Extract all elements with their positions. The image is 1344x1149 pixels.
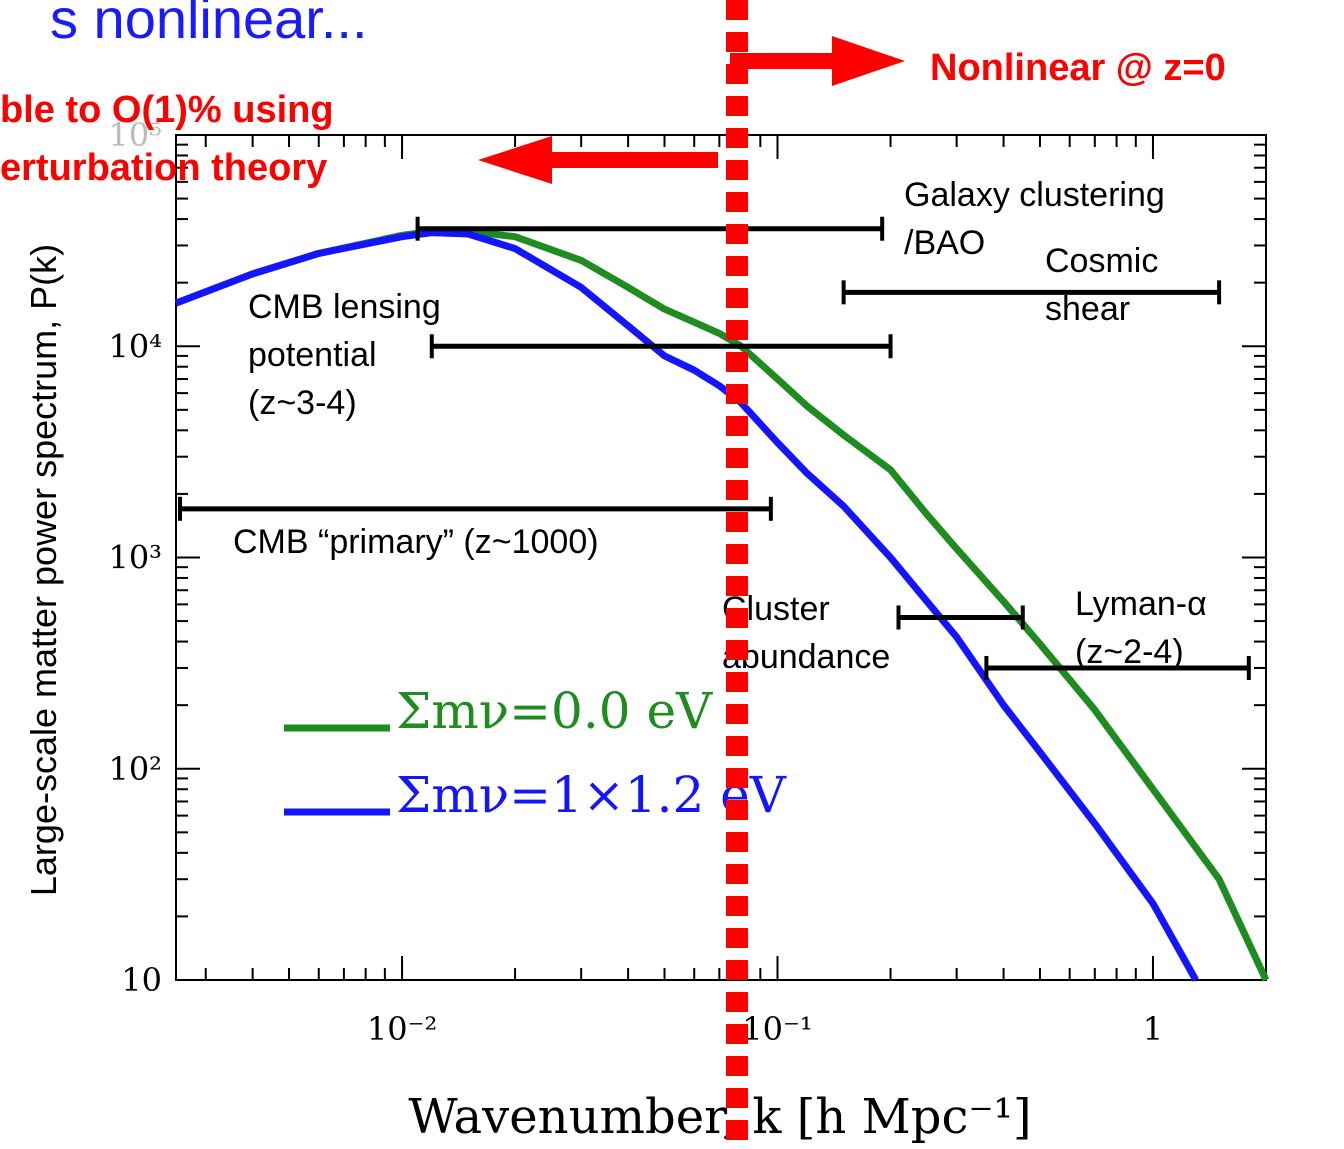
probe-label: (z~3-4): [248, 384, 357, 422]
perturbation-label-line1: ble to O(1)% using: [0, 89, 334, 131]
slide-title-fragment: s nonlinear...: [50, 0, 368, 50]
perturbation-label-line2: erturbation theory: [0, 147, 327, 189]
probe-label: CMB lensing: [248, 288, 441, 326]
legend-label-green: Σmν=0.0 eV: [396, 682, 713, 740]
y-tick-label: 10⁴: [108, 327, 162, 365]
probe-ranges: Galaxy clustering/BAO Cosmic shear CMB lens…: [178, 176, 1251, 680]
x-axis-label: Wavenumber, k [h Mpc⁻¹]: [408, 1089, 1031, 1145]
probe-label: shear: [1045, 290, 1130, 328]
probe-label: /BAO: [904, 224, 985, 262]
probe-label: Cosmic: [1045, 242, 1158, 280]
nonlinear-label: Nonlinear @ z=0: [930, 47, 1226, 89]
nonlinear-arrow: [730, 36, 905, 86]
x-tick-label: 10⁻²: [367, 1010, 437, 1048]
legend-label-blue: Σmν=1×1.2 eV: [396, 766, 787, 824]
legend: Σmν=0.0 eV Σmν=1×1.2 eV: [284, 682, 787, 824]
probe-label: abundance: [722, 638, 890, 676]
minor-ticks: [176, 135, 1267, 980]
probe-label: Lyman-α: [1075, 585, 1207, 623]
major-ticks: [176, 134, 1266, 981]
probe-label: Galaxy clustering: [904, 176, 1165, 214]
x-tick-label: 1: [1143, 1010, 1163, 1048]
y-tick-label: 10²: [108, 750, 162, 788]
y-tick-label: 10³: [108, 539, 162, 577]
y-tick-label: 10: [121, 961, 162, 999]
probe-label: (z~2-4): [1075, 633, 1184, 671]
tick-labels: 10⁻² 10⁻¹ 1 10 10² 10³ 10⁴ 10⁵: [108, 116, 1163, 1048]
probe-label: CMB “primary” (z~1000): [233, 523, 599, 561]
perturbation-arrow: [478, 136, 718, 184]
y-axis-label: Large-scale matter power spectrum, P(k): [23, 244, 64, 896]
x-tick-label: 10⁻¹: [742, 1010, 812, 1048]
probe-label: potential: [248, 336, 377, 374]
y-tick-label: 10⁵: [108, 116, 162, 154]
